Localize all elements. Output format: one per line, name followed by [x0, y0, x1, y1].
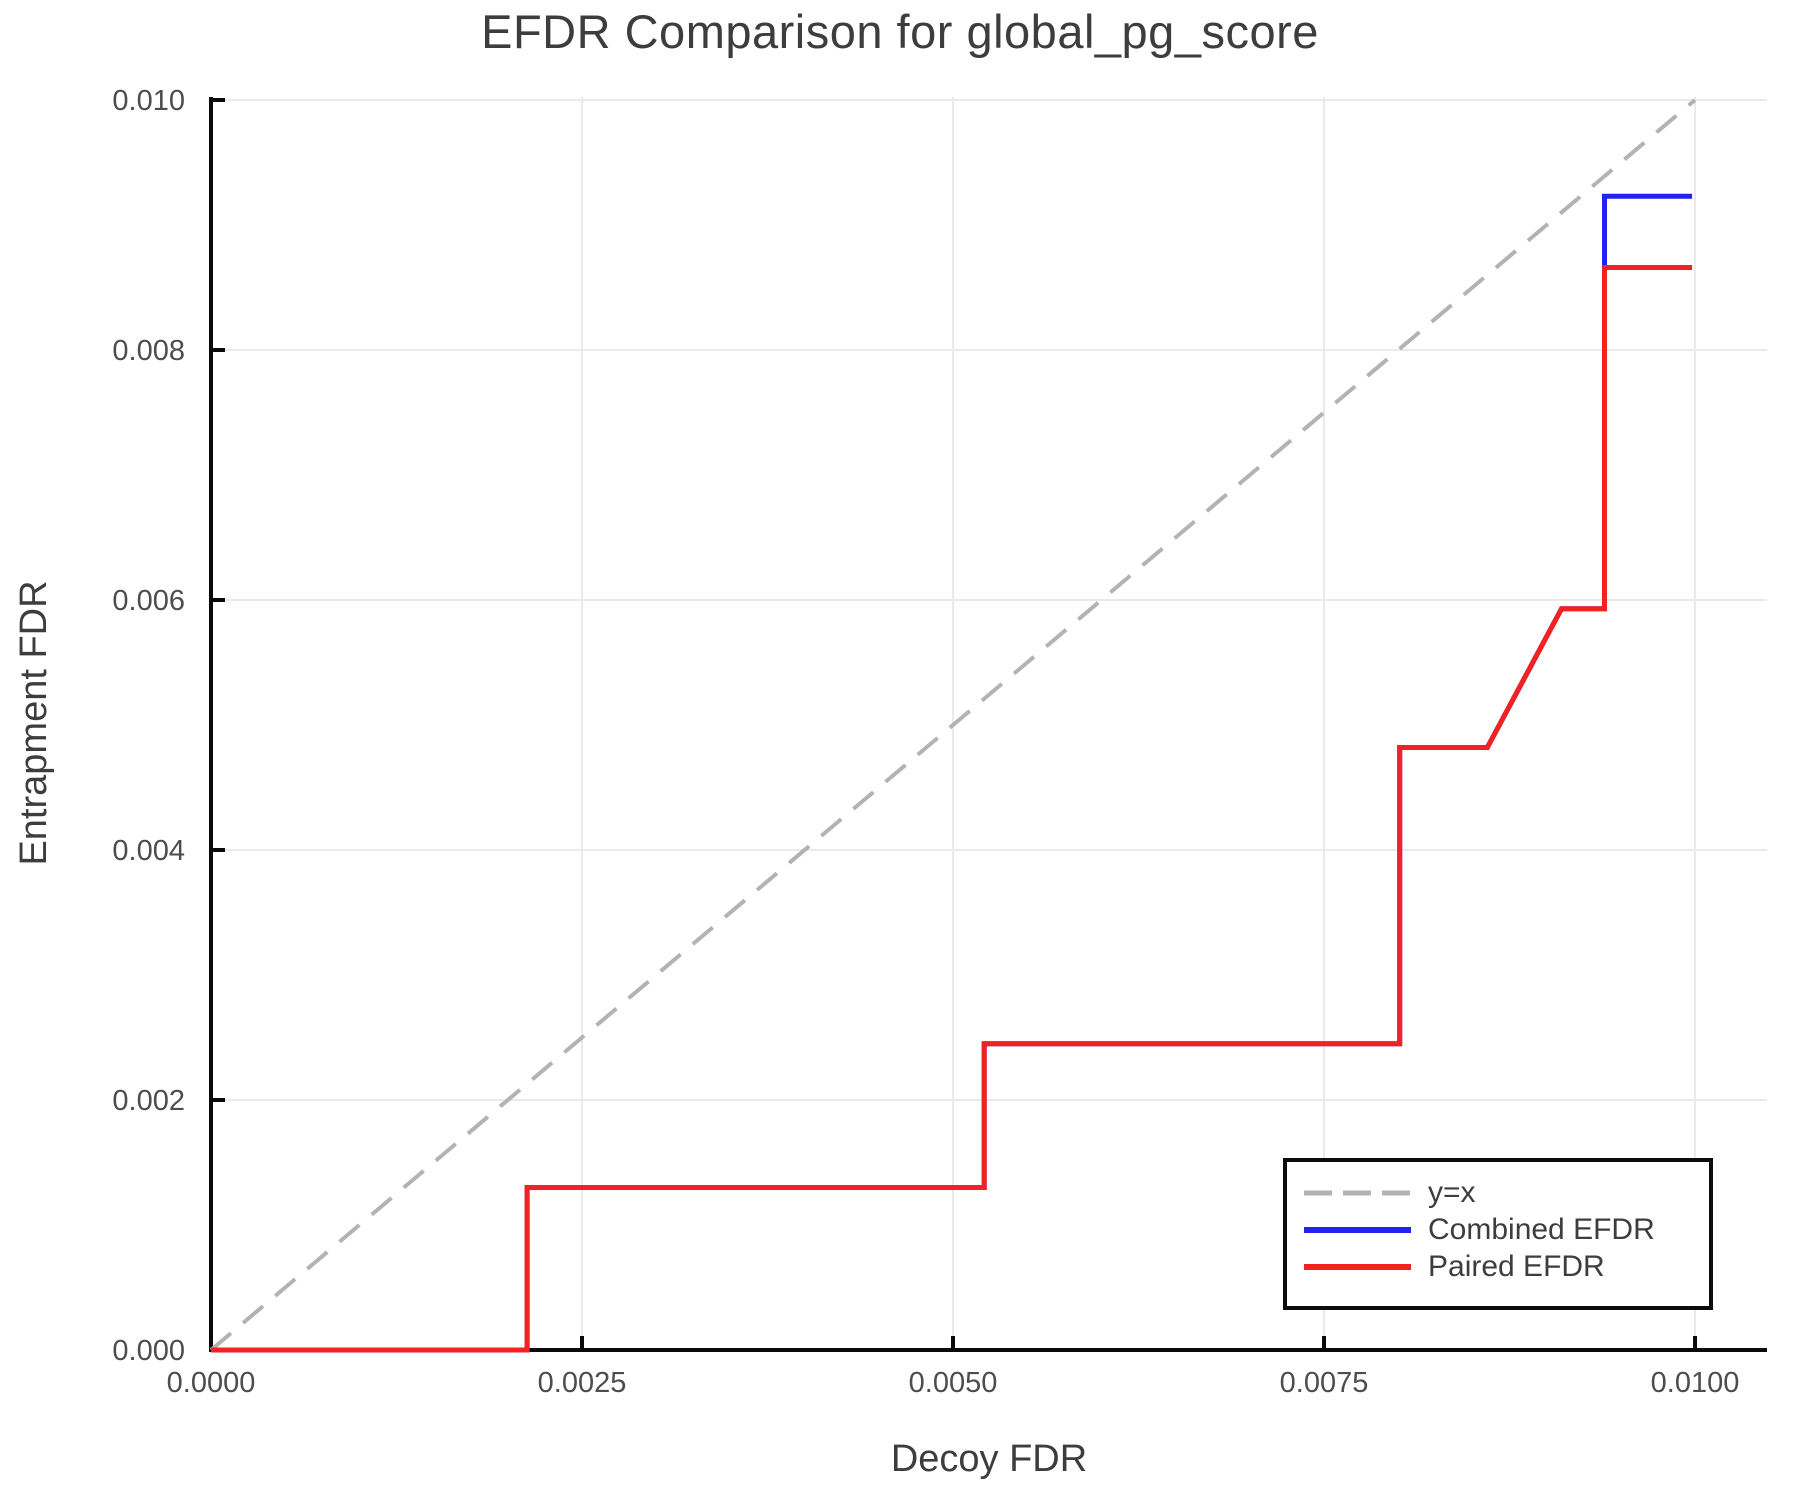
y-tick-label: 0.010	[112, 85, 185, 117]
legend-entry-combined-efdr: Combined EFDR	[1304, 1211, 1709, 1248]
x-tick-label: 0.0000	[167, 1367, 256, 1399]
y-tick-label: 0.004	[112, 835, 185, 867]
x-axis-label: Decoy FDR	[890, 1438, 1088, 1480]
x-tick-label: 0.0100	[1651, 1367, 1740, 1399]
legend: y=x Combined EFDR Paired EFDR	[1283, 1158, 1713, 1310]
legend-entry-paired-efdr: Paired EFDR	[1304, 1248, 1709, 1285]
dashed-line-icon	[1304, 1190, 1411, 1195]
x-tick-label: 0.0025	[538, 1367, 627, 1399]
chart-title: EFDR Comparison for global_pg_score	[481, 5, 1319, 58]
y-tick-label: 0.006	[112, 585, 185, 617]
y-tick-label: 0.000	[112, 1335, 185, 1367]
series-paired-efdr-line	[211, 265, 1693, 1353]
red-line-icon	[1304, 1263, 1411, 1270]
y-axis-label: Entrapment FDR	[13, 580, 55, 866]
series-y-x-line	[209, 98, 1697, 1352]
legend-label-yx: y=x	[1428, 1175, 1476, 1209]
y-tick-label: 0.008	[112, 335, 185, 367]
blue-line-icon	[1304, 1226, 1411, 1233]
x-tick-label: 0.0075	[1280, 1367, 1369, 1399]
x-tick-label: 0.0050	[909, 1367, 998, 1399]
y-tick-label: 0.002	[112, 1085, 185, 1117]
legend-entry-yx: y=x	[1304, 1174, 1709, 1211]
legend-label-paired-efdr: Paired EFDR	[1428, 1249, 1605, 1283]
legend-label-combined-efdr: Combined EFDR	[1428, 1212, 1655, 1246]
